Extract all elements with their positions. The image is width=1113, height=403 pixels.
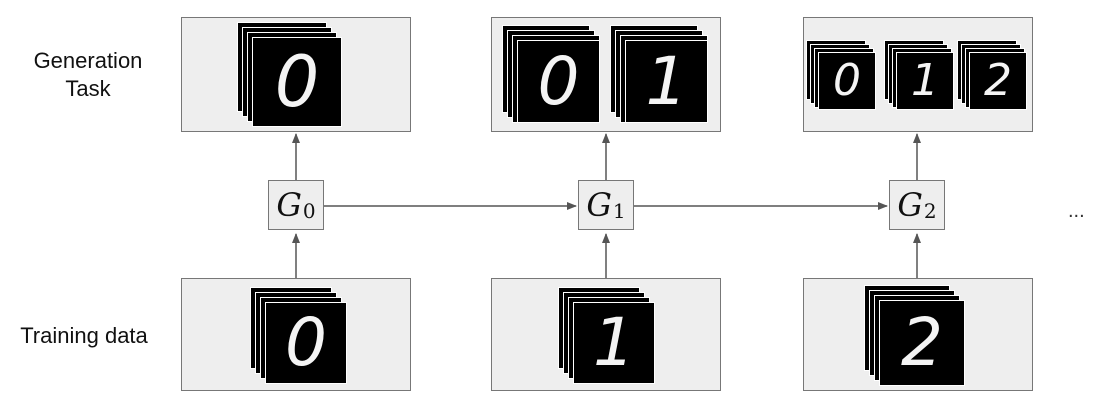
image-stack: 1	[558, 287, 658, 387]
training-panel-2: 2	[803, 278, 1033, 391]
digit-glyph: 1	[593, 304, 635, 381]
generation-panel-2: 0 1 2	[803, 17, 1033, 132]
training-panel-1: 1	[491, 278, 721, 391]
digit-glyph: 1	[645, 42, 688, 120]
image-stack: 1	[610, 25, 710, 129]
digit-glyph: 1	[911, 55, 939, 106]
digit-image: 0	[265, 302, 347, 384]
digit-image: 0	[252, 37, 342, 127]
digit-image: 2	[879, 300, 965, 386]
generation-task-label: Generation Task	[33, 48, 143, 101]
digit-image: 2	[969, 52, 1027, 110]
digit-image: 1	[625, 40, 708, 123]
generator-letter: G	[276, 186, 302, 224]
generator-index: 2	[923, 199, 937, 223]
generator-letter: G	[897, 186, 923, 224]
digit-image: 1	[573, 302, 655, 384]
image-stack: 1	[884, 40, 954, 112]
image-stack: 0	[237, 22, 347, 127]
digit-glyph: 2	[984, 55, 1012, 106]
digit-glyph: 0	[274, 41, 320, 123]
image-stack: 0	[250, 287, 350, 387]
digit-glyph: 0	[537, 42, 580, 120]
digit-glyph: 2	[901, 304, 943, 381]
continuation-ellipsis: ...	[1068, 200, 1085, 222]
digit-image: 0	[517, 40, 600, 123]
digit-image: 1	[896, 52, 954, 110]
training-data-label: Training data	[20, 323, 148, 348]
generator-index: 1	[612, 199, 626, 223]
image-stack: 0	[502, 25, 602, 129]
image-stack: 2	[957, 40, 1027, 112]
generator-index: 0	[302, 199, 316, 223]
generator-letter: G	[586, 186, 612, 224]
digit-glyph: 0	[285, 304, 327, 381]
digit-image: 0	[818, 52, 876, 110]
training-panel-0: 0	[181, 278, 411, 391]
digit-glyph: 0	[833, 55, 861, 106]
image-stack: 0	[806, 40, 876, 112]
generation-panel-0: 0	[181, 17, 411, 132]
generation-panel-1: 0 1	[491, 17, 721, 132]
image-stack: 2	[864, 285, 968, 389]
